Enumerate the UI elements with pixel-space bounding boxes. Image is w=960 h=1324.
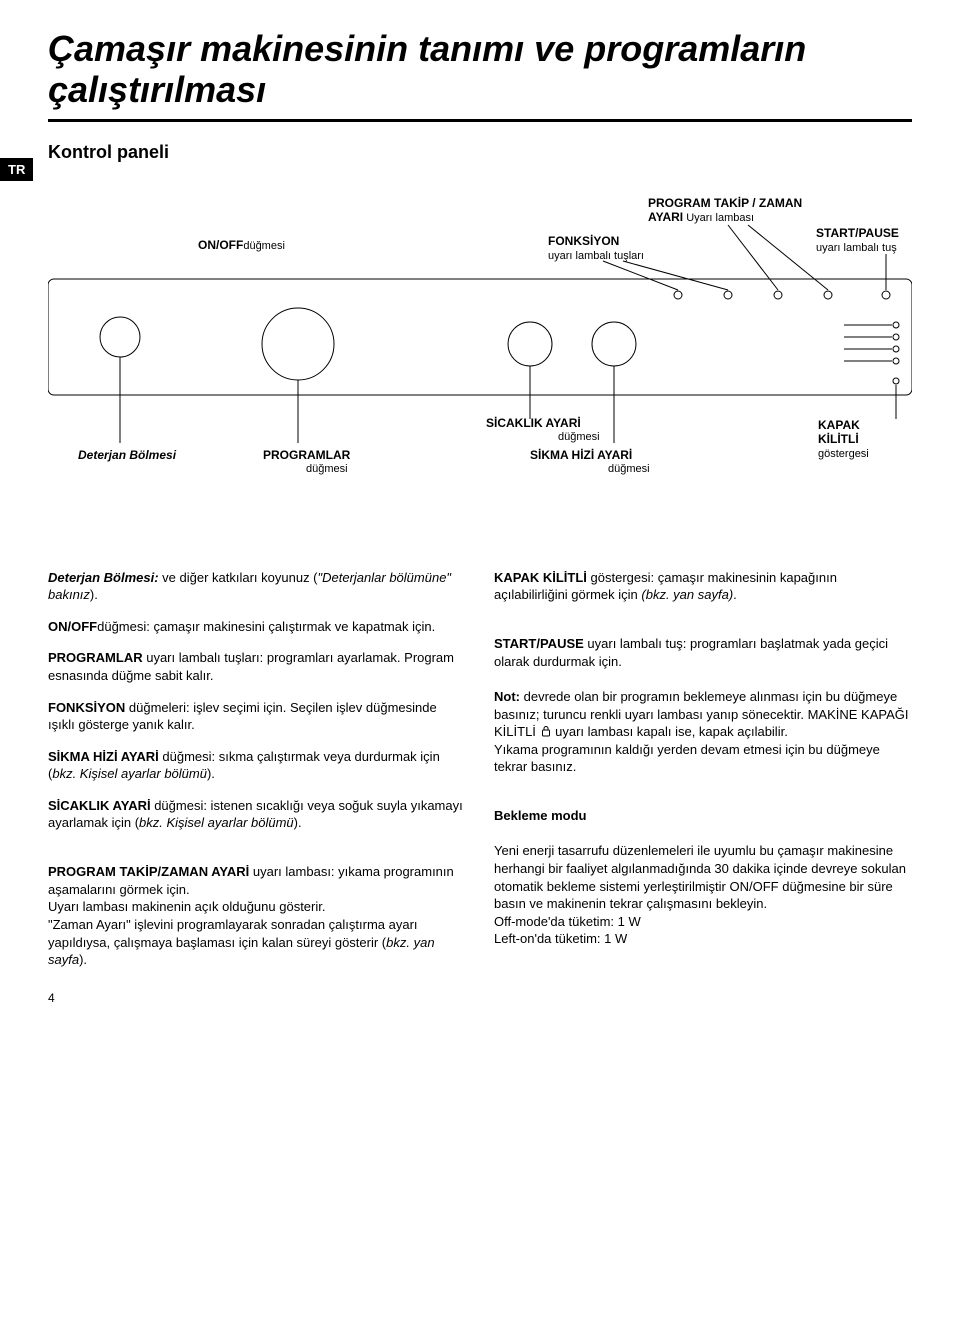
- p-sicaklik: SİCAKLIK AYARİ düğmesi: istenen sıcaklığ…: [48, 797, 466, 832]
- p-programlar: PROGRAMLAR uyarı lambalı tuşları: progra…: [48, 649, 466, 684]
- label-program-takip-l2b: AYARI: [648, 210, 683, 224]
- label-programlar-bold: PROGRAMLAR: [263, 448, 351, 462]
- label-startpause-bold: START/PAUSE: [816, 226, 899, 240]
- p-sikma: SİKMA HİZİ AYARİ düğmesi: sıkma çalıştır…: [48, 748, 466, 783]
- p-startpause: START/PAUSE uyarı lambalı tuş: programla…: [494, 618, 912, 776]
- svg-text:AYARI Uyarı lambası: AYARI Uyarı lambası: [648, 210, 754, 224]
- label-deterjan: Deterjan Bölmesi: [78, 448, 177, 462]
- control-panel-diagram: ON/OFFdüğmesi PROGRAM TAKİP / ZAMAN AYAR…: [48, 179, 912, 539]
- label-program-takip-l2r: Uyarı lambası: [683, 212, 754, 224]
- label-kapak-rest: göstergesi: [818, 448, 869, 460]
- p-deterjan: Deterjan Bölmesi: ve diğer katkıları koy…: [48, 569, 466, 604]
- label-sikma-rest: düğmesi: [608, 463, 650, 475]
- label-fonksiyon-rest: uyarı lambalı tuşları: [548, 250, 644, 262]
- title-rule: [48, 119, 912, 122]
- label-sikma-bold: SİKMA HİZİ AYARİ: [530, 447, 632, 462]
- label-fonksiyon-bold: FONKSİYON: [548, 233, 619, 248]
- label-on-off-bold: ON/OFF: [198, 238, 243, 252]
- label-startpause-rest: uyarı lambalı tuş: [816, 242, 897, 254]
- left-column: Deterjan Bölmesi: ve diğer katkıları koy…: [48, 569, 466, 983]
- lock-icon: [540, 725, 552, 737]
- section-subtitle: Kontrol paneli: [48, 142, 912, 163]
- label-sicaklik-bold: SİCAKLIK AYARİ: [486, 415, 581, 430]
- p-kapak-kilitli: KAPAK KİLİTLİ göstergesi: çamaşır makine…: [494, 569, 912, 604]
- p-fonksiyon: FONKSİYON düğmeleri: işlev seçimi için. …: [48, 699, 466, 734]
- right-column: KAPAK KİLİTLİ göstergesi: çamaşır makine…: [494, 569, 912, 983]
- label-on-off-rest: düğmesi: [243, 240, 285, 252]
- p-onoff: ON/OFFdüğmesi: çamaşır makinesini çalışt…: [48, 618, 466, 636]
- page-title: Çamaşır makinesinin tanımı ve programlar…: [48, 28, 912, 111]
- language-badge: TR: [0, 158, 33, 181]
- panel-outline: [48, 279, 912, 395]
- label-kapak-l2: KİLİTLİ: [818, 431, 859, 446]
- p-program-takip: PROGRAM TAKİP/ZAMAN AYARİ uyarı lambası:…: [48, 846, 466, 969]
- body-columns: Deterjan Bölmesi: ve diğer katkıları koy…: [48, 569, 912, 983]
- label-program-takip-l1: PROGRAM TAKİP / ZAMAN: [648, 195, 802, 210]
- label-sicaklik-rest: düğmesi: [558, 431, 600, 443]
- svg-text:ON/OFFdüğmesi: ON/OFFdüğmesi: [198, 238, 285, 252]
- p-bekleme: Bekleme modu Yeni enerji tasarrufu düzen…: [494, 790, 912, 948]
- label-programlar-rest: düğmesi: [306, 463, 348, 475]
- label-kapak-l1: KAPAK: [818, 418, 860, 432]
- page-number: 4: [48, 991, 55, 1005]
